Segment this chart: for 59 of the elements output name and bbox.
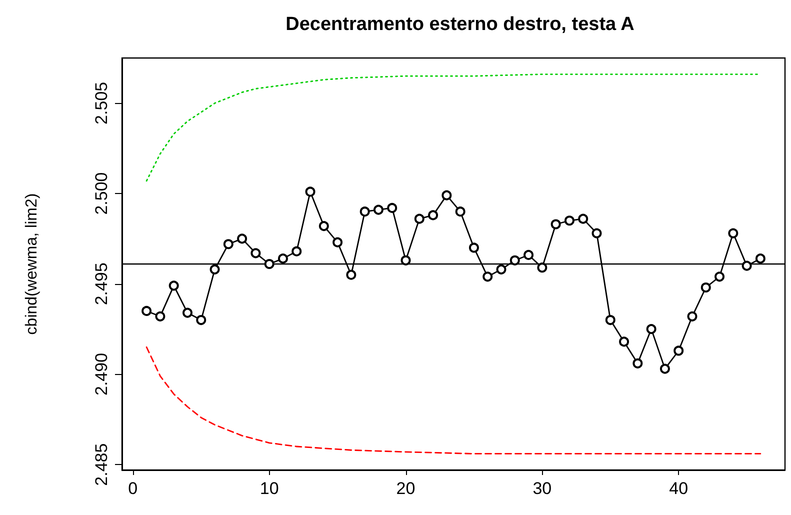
point bbox=[292, 246, 302, 256]
point bbox=[578, 214, 588, 224]
point bbox=[482, 272, 493, 282]
point bbox=[387, 202, 398, 213]
point bbox=[237, 234, 248, 244]
point bbox=[305, 186, 316, 197]
point bbox=[332, 237, 343, 248]
point bbox=[346, 270, 356, 280]
point bbox=[428, 210, 438, 220]
point bbox=[250, 248, 261, 258]
point bbox=[646, 324, 656, 334]
x-tick-label: 10 bbox=[260, 479, 279, 498]
point bbox=[142, 306, 152, 316]
point bbox=[510, 255, 520, 266]
point bbox=[278, 254, 288, 264]
point bbox=[728, 228, 738, 238]
point bbox=[400, 255, 411, 266]
chart-title: Decentramento esterno destro, testa A bbox=[286, 14, 635, 35]
point bbox=[223, 239, 234, 250]
y-axis-title: cbind(wewma, lim2) bbox=[24, 193, 40, 335]
y-tick-label: 2.500 bbox=[92, 172, 111, 215]
x-tick-label: 20 bbox=[396, 479, 416, 498]
point bbox=[496, 264, 506, 274]
point bbox=[619, 336, 630, 347]
point bbox=[700, 282, 711, 292]
point bbox=[592, 228, 602, 238]
point bbox=[687, 311, 698, 322]
point bbox=[196, 315, 206, 326]
y-tick-label: 2.490 bbox=[92, 352, 111, 396]
y-tick-label: 2.485 bbox=[92, 443, 111, 486]
point bbox=[373, 204, 384, 215]
x-tick-label: 0 bbox=[128, 479, 138, 498]
point bbox=[442, 190, 452, 200]
x-tick-label: 30 bbox=[532, 479, 552, 498]
point bbox=[210, 264, 220, 274]
point bbox=[264, 259, 274, 269]
point bbox=[182, 308, 192, 318]
point bbox=[742, 260, 752, 271]
point bbox=[414, 214, 424, 224]
point bbox=[755, 254, 766, 264]
point bbox=[632, 358, 643, 368]
point bbox=[674, 346, 684, 356]
point bbox=[318, 221, 329, 232]
y-tick-label: 2.505 bbox=[92, 82, 111, 124]
point bbox=[168, 280, 179, 291]
point bbox=[455, 206, 466, 217]
y-tick-label: 2.495 bbox=[92, 262, 111, 306]
point bbox=[660, 364, 670, 374]
point bbox=[468, 242, 479, 253]
point bbox=[360, 206, 370, 217]
point bbox=[155, 311, 166, 322]
point bbox=[564, 216, 574, 226]
point bbox=[714, 272, 725, 282]
point bbox=[524, 250, 534, 260]
line-series bbox=[146, 346, 762, 454]
x-tick-label: 40 bbox=[669, 479, 688, 498]
point bbox=[550, 219, 561, 230]
point bbox=[537, 262, 548, 273]
point bbox=[605, 315, 616, 326]
